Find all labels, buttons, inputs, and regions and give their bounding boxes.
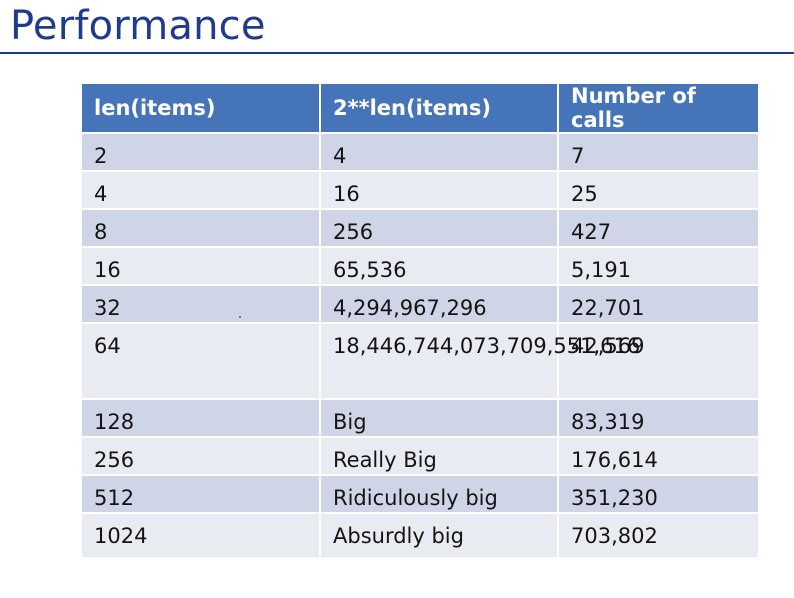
cell-calls: 7 bbox=[558, 133, 758, 172]
performance-table: len(items) 2**len(items) Number of calls… bbox=[82, 84, 758, 559]
cell-calls: 427 bbox=[558, 209, 758, 248]
cell-power: 256 bbox=[320, 209, 559, 248]
cell-len: 8 bbox=[82, 209, 321, 248]
cell-calls: 22,701 bbox=[558, 285, 758, 324]
table-row: 2 4 7 bbox=[82, 133, 758, 172]
table-row: 4 16 25 bbox=[82, 171, 758, 210]
table-row: 8 256 427 bbox=[82, 209, 758, 248]
cell-power: 4 bbox=[320, 133, 559, 172]
cell-len: 256 bbox=[82, 437, 321, 476]
cell-len: 4 bbox=[82, 171, 321, 210]
table-header-row: len(items) 2**len(items) Number of calls bbox=[82, 84, 758, 134]
table-row: 32 4,294,967,296 22,701 bbox=[82, 285, 758, 324]
cell-power: 16 bbox=[320, 171, 559, 210]
table-row: 1024 Absurdly big 703,802 bbox=[82, 513, 758, 559]
table-row: 256 Really Big 176,614 bbox=[82, 437, 758, 476]
table-row: 16 65,536 5,191 bbox=[82, 247, 758, 286]
table-row: 512 Ridiculously big 351,230 bbox=[82, 475, 758, 514]
cell-len: 1024 bbox=[82, 513, 321, 559]
title-underline bbox=[0, 52, 794, 54]
cell-power: 4,294,967,296 bbox=[320, 285, 559, 324]
table-row: 128 Big 83,319 bbox=[82, 399, 758, 438]
cell-power: 18,446,744,073,709,551,616 bbox=[320, 323, 640, 400]
page-title: Performance bbox=[10, 3, 266, 49]
header-len-items: len(items) bbox=[82, 84, 321, 134]
cell-calls: 25 bbox=[558, 171, 758, 210]
table-row: 64 18,446,744,073,709,551,616 42,569 bbox=[82, 323, 758, 400]
cell-len: 32 bbox=[82, 285, 321, 324]
cell-len: 2 bbox=[82, 133, 321, 172]
cell-power: Ridiculously big bbox=[320, 475, 559, 514]
cell-power: Really Big bbox=[320, 437, 559, 476]
header-number-of-calls: Number of calls bbox=[558, 84, 758, 134]
cell-calls: 83,319 bbox=[558, 399, 758, 438]
cell-len: 512 bbox=[82, 475, 321, 514]
cell-calls: 703,802 bbox=[558, 513, 758, 559]
header-two-pow-len: 2**len(items) bbox=[320, 84, 559, 134]
cell-len: 64 bbox=[82, 323, 321, 400]
cell-calls: 42,569 bbox=[558, 323, 758, 400]
cell-power: 65,536 bbox=[320, 247, 559, 286]
cell-len: 16 bbox=[82, 247, 321, 286]
cell-power: Big bbox=[320, 399, 559, 438]
cell-power: Absurdly big bbox=[320, 513, 559, 559]
stray-mark bbox=[239, 316, 241, 318]
cell-len: 128 bbox=[82, 399, 321, 438]
cell-calls: 176,614 bbox=[558, 437, 758, 476]
cell-calls: 5,191 bbox=[558, 247, 758, 286]
cell-calls: 351,230 bbox=[558, 475, 758, 514]
